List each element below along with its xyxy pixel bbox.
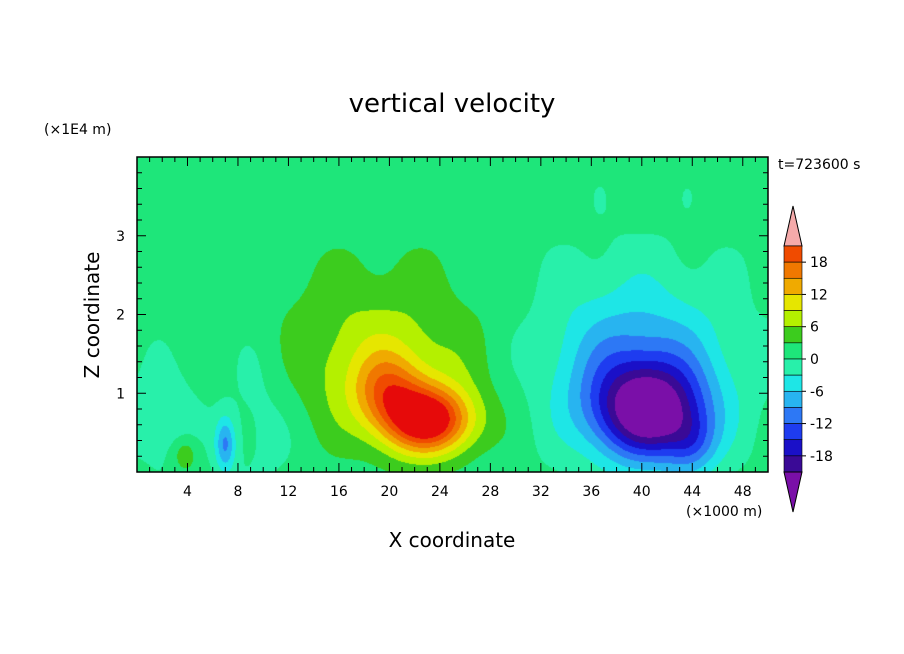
colorbar-band (783, 294, 803, 311)
y-unit-label: (×1E4 m) (44, 122, 111, 138)
x-tick-label: 20 (380, 484, 398, 500)
colorbar-band (783, 390, 803, 408)
colorbar-band (783, 374, 803, 392)
colorbar-band (783, 277, 803, 295)
colorbar-band (783, 326, 803, 344)
x-tick-label: 8 (233, 484, 242, 500)
x-axis-label: X coordinate (389, 528, 516, 552)
colorbar-band (783, 310, 803, 328)
x-axis-ticks: 4 8 12 16 20 24 28 32 36 40 44 48 (149, 157, 756, 500)
x-tick-label: 32 (532, 484, 550, 500)
colorbar-tick-label: 6 (810, 320, 819, 336)
colorbar-legend: 18 12 6 0 -6 -12 -18 (783, 205, 833, 513)
plot-area: 4 8 12 16 20 24 28 32 36 40 44 48 123 (116, 156, 769, 500)
colorbar-tick-label: -18 (810, 449, 833, 465)
x-tick-label: 44 (683, 484, 701, 500)
x-tick-label: 4 (183, 484, 192, 500)
x-tick-label: 40 (633, 484, 651, 500)
velocity-field (137, 157, 768, 472)
colorbar-band (783, 439, 803, 457)
chart-title: vertical velocity (349, 89, 556, 119)
colorbar-band (783, 358, 803, 376)
y-tick-label: 3 (116, 229, 125, 245)
colorbar-tick-label: -6 (810, 384, 824, 400)
x-unit-label: (×1000 m) (686, 504, 762, 520)
colorbar-band (783, 423, 803, 441)
colorbar-band (783, 455, 803, 473)
colorbar-band (783, 261, 803, 279)
time-label: t=723600 s (778, 157, 860, 173)
x-tick-label: 48 (734, 484, 752, 500)
x-tick-label: 16 (330, 484, 348, 500)
colorbar-tick-label: 0 (810, 352, 819, 368)
y-axis-ticks: 1 2 3 (116, 172, 768, 457)
x-tick-label: 36 (582, 484, 600, 500)
y-axis-label: Z coordinate (80, 252, 104, 379)
y-tick-label: 1 (116, 386, 125, 402)
colorbar-extend-top (783, 205, 803, 247)
colorbar-band (783, 407, 803, 424)
colorbar-band (783, 342, 803, 360)
colorbar-tick-label: 12 (810, 287, 828, 303)
colorbar-extend-bottom (783, 471, 803, 513)
x-tick-label: 28 (481, 484, 499, 500)
colorbar-tick-label: -12 (810, 417, 833, 433)
x-tick-label: 12 (280, 484, 298, 500)
colorbar-tick-label: 18 (810, 255, 828, 271)
colorbar-band (783, 245, 803, 263)
x-tick-label: 24 (431, 484, 449, 500)
y-tick-label: 2 (116, 308, 125, 324)
